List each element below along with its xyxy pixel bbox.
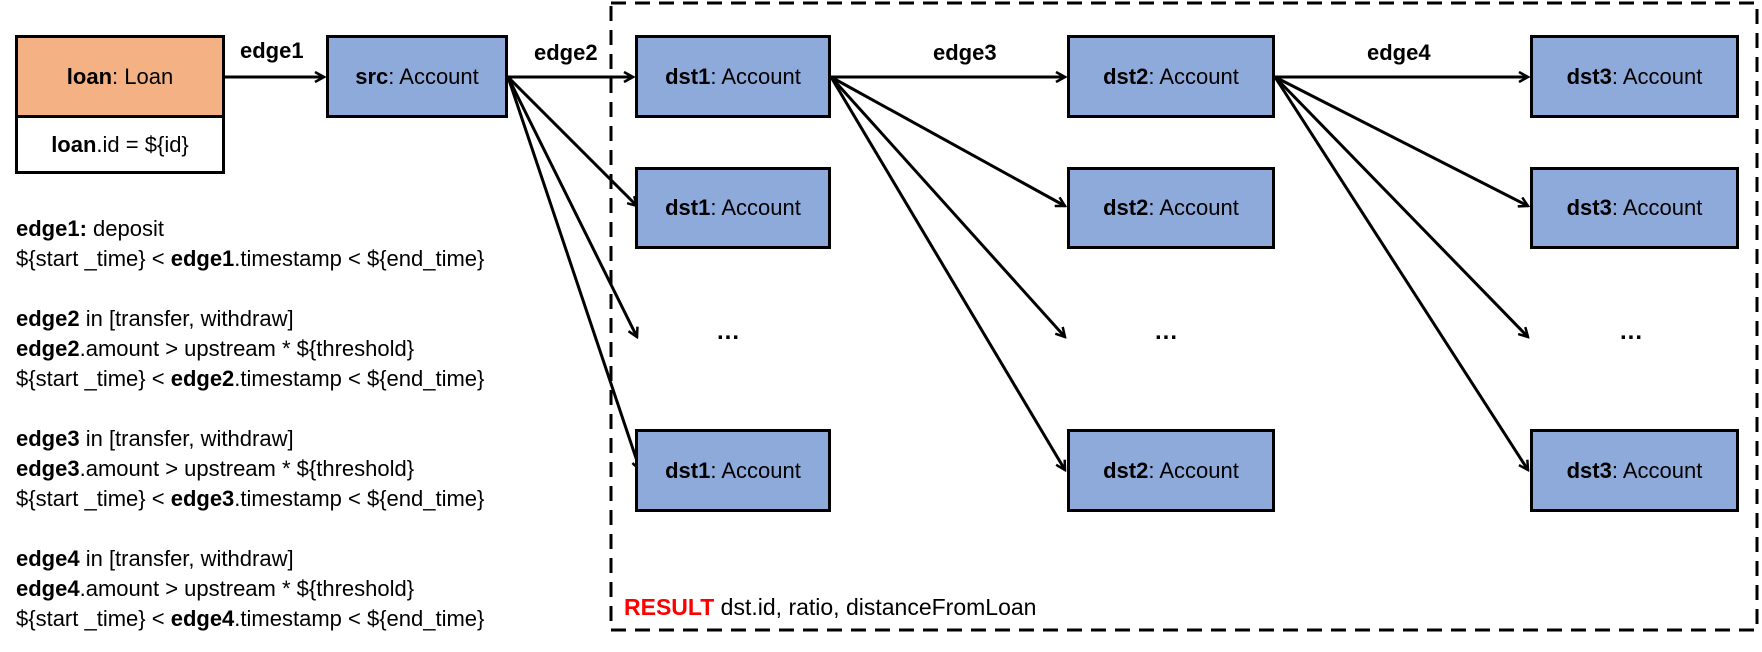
- src-node: src : Account: [326, 35, 508, 118]
- edge4-time-pre: ${start _time} <: [16, 606, 171, 631]
- edge4-amount-var: edge4: [16, 576, 80, 601]
- dst1-type: : Account: [710, 195, 801, 220]
- edge-constraints: edge1: deposit ${start _time} < edge1.ti…: [16, 214, 484, 634]
- edge3-name: edge3: [16, 426, 80, 451]
- dst3-node-row4: dst3 : Account: [1530, 429, 1739, 512]
- dst3-node-row1: dst3 : Account: [1530, 35, 1739, 118]
- dst2-var: dst2: [1103, 195, 1149, 220]
- dst2-var: dst2: [1103, 63, 1149, 89]
- loan-type: : Loan: [112, 63, 174, 89]
- edge2-arrow-row3: [506, 76, 637, 337]
- edge2-arrow-row4: [506, 76, 640, 470]
- edge1-time-var: edge1: [170, 246, 235, 271]
- result-keyword: RESULT: [624, 594, 715, 620]
- dst2-type: : Account: [1148, 195, 1239, 220]
- src-var: src: [355, 63, 389, 89]
- edge4-time-post: .timestamp < ${end_time}: [234, 606, 485, 631]
- edge4-arrow-row2: [1274, 75, 1528, 206]
- dst3-var: dst3: [1566, 63, 1612, 89]
- edge2-amount-var: edge2: [16, 336, 80, 361]
- dst2-type: : Account: [1148, 63, 1239, 89]
- edge4-arrow-row3: [1273, 75, 1528, 337]
- edge3-time-var: edge3: [170, 486, 235, 511]
- edge1-time-post: .timestamp < ${end_time}: [234, 246, 485, 271]
- dst1-type: : Account: [710, 457, 801, 483]
- dst2-node-row4: dst2 : Account: [1067, 429, 1275, 512]
- dst2-node-row2: dst2 : Account: [1067, 167, 1275, 249]
- edge3-time-pre: ${start _time} <: [16, 486, 171, 511]
- dst2-var: dst2: [1103, 457, 1149, 483]
- dst1-node-row4: dst1 : Account: [635, 429, 831, 512]
- edge3-amount-text: .amount > upstream * ${threshold}: [79, 456, 415, 481]
- loan-var: loan: [66, 63, 113, 89]
- dst1-var: dst1: [665, 457, 711, 483]
- edge2-label: edge2: [534, 40, 598, 65]
- loan-node: loan : Loan: [15, 35, 225, 118]
- edge3-constraints: edge3 in [transfer, withdraw] edge3.amou…: [16, 424, 484, 514]
- dst1-node-row1: dst1 : Account: [635, 35, 831, 118]
- dst1-var: dst1: [665, 195, 711, 220]
- edge4-type-text: in [transfer, withdraw]: [79, 546, 294, 571]
- dst3-type: : Account: [1611, 63, 1703, 89]
- edge2-time-var: edge2: [170, 366, 235, 391]
- edge3-arrow-row4: [829, 76, 1065, 470]
- edge1-type-text: deposit: [86, 216, 164, 241]
- edge4-amount-text: .amount > upstream * ${threshold}: [79, 576, 415, 601]
- dst3-node-row2: dst3 : Account: [1530, 167, 1739, 249]
- edge3-arrow-row3: [829, 75, 1065, 337]
- edge2-time-pre: ${start _time} <: [16, 366, 171, 391]
- dst1-node-row2: dst1 : Account: [635, 167, 831, 249]
- edge3-time-post: .timestamp < ${end_time}: [234, 486, 485, 511]
- dst3-var: dst3: [1566, 195, 1612, 220]
- edge3-label: edge3: [933, 40, 997, 65]
- loan-prop-text: .id = ${id}: [96, 131, 189, 157]
- edge1-name: edge1:: [16, 216, 87, 241]
- dst1-type: : Account: [710, 63, 801, 89]
- dst3-type: : Account: [1611, 195, 1703, 220]
- dst1-var: dst1: [665, 63, 711, 89]
- dst2-ellipsis: ...: [1155, 318, 1179, 345]
- result-clause: RESULT dst.id, ratio, distanceFromLoan: [624, 594, 1036, 621]
- src-type: : Account: [388, 63, 479, 89]
- edge1-time-pre: ${start _time} <: [16, 246, 171, 271]
- edge3-type-text: in [transfer, withdraw]: [79, 426, 294, 451]
- dst2-type: : Account: [1148, 457, 1239, 483]
- edge4-constraints: edge4 in [transfer, withdraw] edge4.amou…: [16, 544, 484, 634]
- edge2-arrow-row2: [506, 75, 637, 206]
- edge3-arrow-row2: [830, 75, 1065, 208]
- dst3-ellipsis: ...: [1620, 318, 1644, 345]
- dst1-ellipsis: ...: [717, 318, 741, 345]
- edge4-name: edge4: [16, 546, 80, 571]
- dst2-node-row1: dst2 : Account: [1067, 35, 1275, 118]
- edge1-label: edge1: [240, 38, 304, 63]
- edge2-type-text: in [transfer, withdraw]: [79, 306, 294, 331]
- edge4-time-var: edge4: [170, 606, 235, 631]
- result-fields: dst.id, ratio, distanceFromLoan: [714, 594, 1037, 620]
- dst3-var: dst3: [1566, 457, 1612, 483]
- loan-id-filter: loan .id = ${id}: [15, 115, 225, 174]
- edge4-arrow-row4: [1273, 76, 1528, 470]
- loan-prop-var: loan: [51, 131, 97, 157]
- edge1-constraints: edge1: deposit ${start _time} < edge1.ti…: [16, 214, 484, 274]
- dst3-type: : Account: [1611, 457, 1703, 483]
- edge2-amount-text: .amount > upstream * ${threshold}: [79, 336, 415, 361]
- edge2-constraints: edge2 in [transfer, withdraw] edge2.amou…: [16, 304, 484, 394]
- edge3-amount-var: edge3: [16, 456, 80, 481]
- edge4-label: edge4: [1367, 40, 1431, 65]
- edge2-name: edge2: [16, 306, 80, 331]
- edge2-time-post: .timestamp < ${end_time}: [234, 366, 485, 391]
